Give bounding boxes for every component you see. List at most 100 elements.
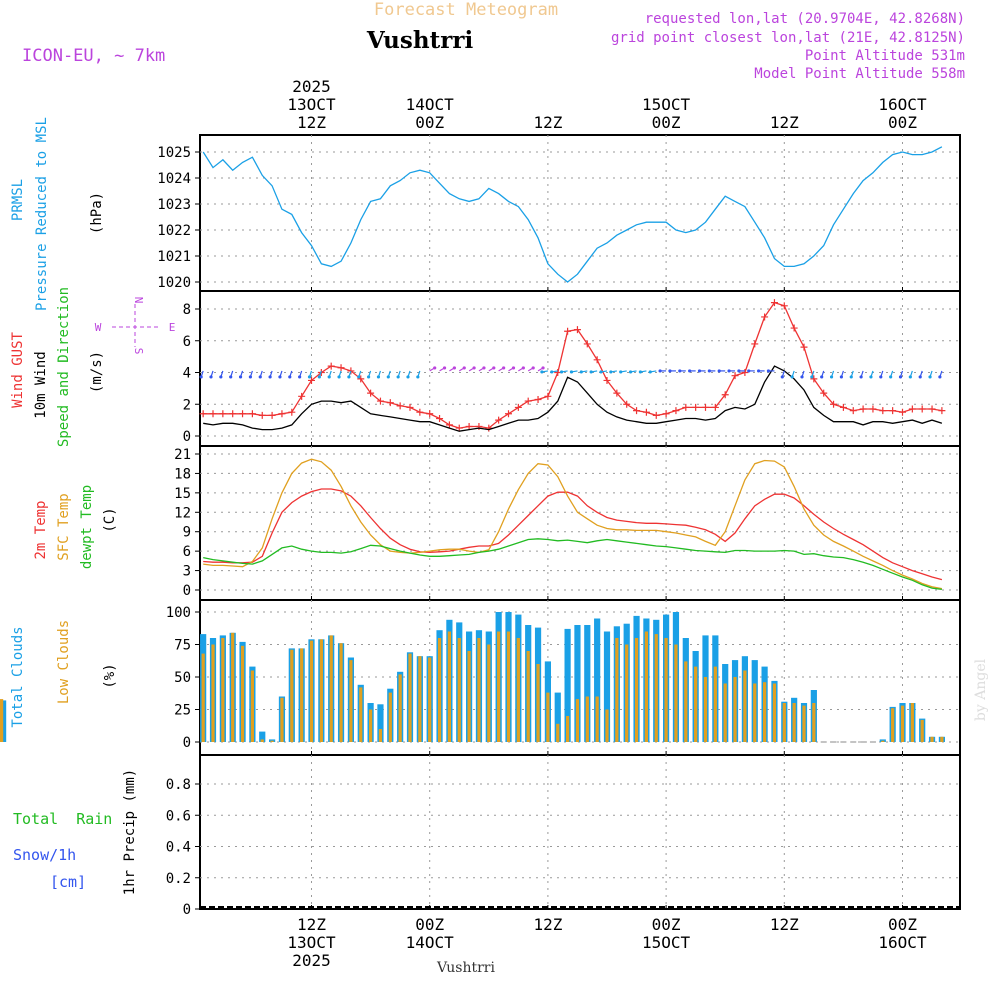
low-cloud-bar: [930, 736, 934, 742]
wind-arrow-head: [199, 375, 203, 379]
gust-marker: [830, 400, 838, 408]
low-cloud-bar: [240, 645, 245, 742]
gust-marker: [908, 405, 916, 413]
y-tick-label: 0: [183, 429, 191, 445]
y-tick-label: 0: [183, 583, 191, 599]
y-tick-label: 75: [174, 638, 191, 654]
low-cloud-bar: [733, 677, 737, 742]
y-tick-label: 2: [183, 397, 191, 413]
low-cloud-bar: [881, 740, 885, 742]
panel-frame-pressure: [199, 134, 961, 292]
low-cloud-bar: [782, 703, 786, 742]
wind-arrow-head: [472, 366, 476, 370]
low-cloud-bar: [723, 683, 727, 742]
wind-arrow-head: [492, 366, 496, 370]
gust-marker: [514, 403, 522, 411]
gust-marker: [209, 410, 217, 418]
y-tick-label: 4: [183, 366, 191, 382]
top-time-label: 14OCT: [406, 95, 455, 114]
gust-marker: [662, 410, 670, 418]
gust-marker: [248, 410, 256, 418]
requested-coords: requested lon,lat (20.9704E, 42.8268N): [645, 11, 965, 27]
gust-marker: [544, 392, 552, 400]
wind-arrow-head: [238, 375, 243, 379]
gust-marker: [721, 391, 729, 399]
low-cloud-bar: [339, 643, 343, 742]
wind-arrow-head: [347, 375, 351, 379]
t2m-label: 2m Temp: [33, 500, 49, 559]
wind-arrow-head: [938, 375, 942, 379]
wind-arrow-head: [747, 369, 751, 373]
low-clouds-label: Low Clouds: [56, 620, 72, 704]
gust-marker: [613, 389, 621, 397]
low-cloud-bar: [772, 683, 777, 742]
gust-marker: [376, 397, 384, 405]
gust-marker: [770, 299, 778, 307]
wind-arrow-head: [521, 366, 525, 370]
wind-arrow-head: [918, 375, 922, 379]
y-tick-label: 1020: [157, 275, 191, 291]
low-cloud-bar: [201, 653, 205, 742]
compass-north: N: [132, 297, 145, 304]
wind-arrow-head: [376, 375, 381, 379]
wind-arrow-head: [658, 369, 662, 373]
top-time-label: 15OCT: [642, 95, 691, 114]
wind-arrow-head: [462, 366, 466, 370]
wind-arrow-head: [569, 370, 574, 374]
y-tick-label: 0: [183, 735, 191, 751]
wind-arrow-head: [800, 375, 804, 379]
low-cloud-bar: [585, 696, 589, 742]
precip-ylabel: 1hr Precip (mm): [122, 769, 138, 895]
wind-arrow-head: [879, 375, 883, 379]
wind-dir-label: Speed and Direction: [56, 287, 72, 447]
gust-marker: [278, 410, 286, 418]
gust-marker: [820, 389, 828, 397]
low-cloud-bar: [487, 644, 491, 742]
low-cloud-bar: [753, 683, 757, 742]
wind-arrow-head: [898, 375, 903, 379]
compass-south: S: [132, 348, 145, 355]
top-time-label: 16OCT: [878, 95, 927, 114]
gust-marker: [445, 421, 453, 429]
wind-arrow-head: [668, 369, 672, 373]
low-cloud-bar: [309, 640, 314, 742]
gust-marker: [308, 376, 315, 384]
wind-arrow-head: [766, 369, 771, 373]
low-cloud-bar: [891, 708, 895, 742]
low-cloud-bar: [674, 644, 678, 742]
low-cloud-bar: [654, 634, 658, 742]
panel-grids: [200, 135, 960, 909]
t2m-line: [203, 488, 943, 581]
low-cloud-bar: [221, 638, 225, 742]
low-cloud-bar: [910, 703, 914, 742]
total-cloud-bar: [564, 628, 571, 742]
gust-marker: [642, 408, 650, 416]
snow-label: Snow/1h: [13, 846, 76, 864]
wind-arrow-head: [889, 375, 893, 379]
gust-marker: [731, 372, 739, 380]
gust-marker: [790, 324, 798, 332]
wind-direction-arrows: [199, 366, 943, 379]
compass-rose: W E N S: [95, 297, 176, 355]
gust-marker: [928, 405, 936, 413]
gust-marker: [199, 410, 207, 418]
low-cloud-bar: [398, 674, 402, 742]
gust-marker: [239, 410, 247, 418]
low-cloud-bar: [566, 716, 570, 742]
gust-marker: [327, 362, 335, 370]
gust-marker: [849, 407, 857, 415]
y-tick-label: 15: [174, 486, 191, 502]
low-cloud-bar: [280, 697, 284, 742]
snow-unit-label: [cm]: [50, 873, 86, 891]
top-time-label: 12Z: [533, 113, 562, 132]
gust-marker: [475, 422, 483, 430]
gust-marker: [810, 375, 818, 383]
gust-marker: [702, 403, 709, 411]
low-cloud-bar: [437, 638, 442, 742]
total-cloud-bar: [584, 625, 591, 742]
gust-marker: [623, 400, 631, 408]
compass-east: E: [169, 321, 176, 334]
low-cloud-bar: [231, 632, 235, 742]
gust-marker: [268, 411, 276, 419]
gust-marker: [839, 403, 847, 411]
